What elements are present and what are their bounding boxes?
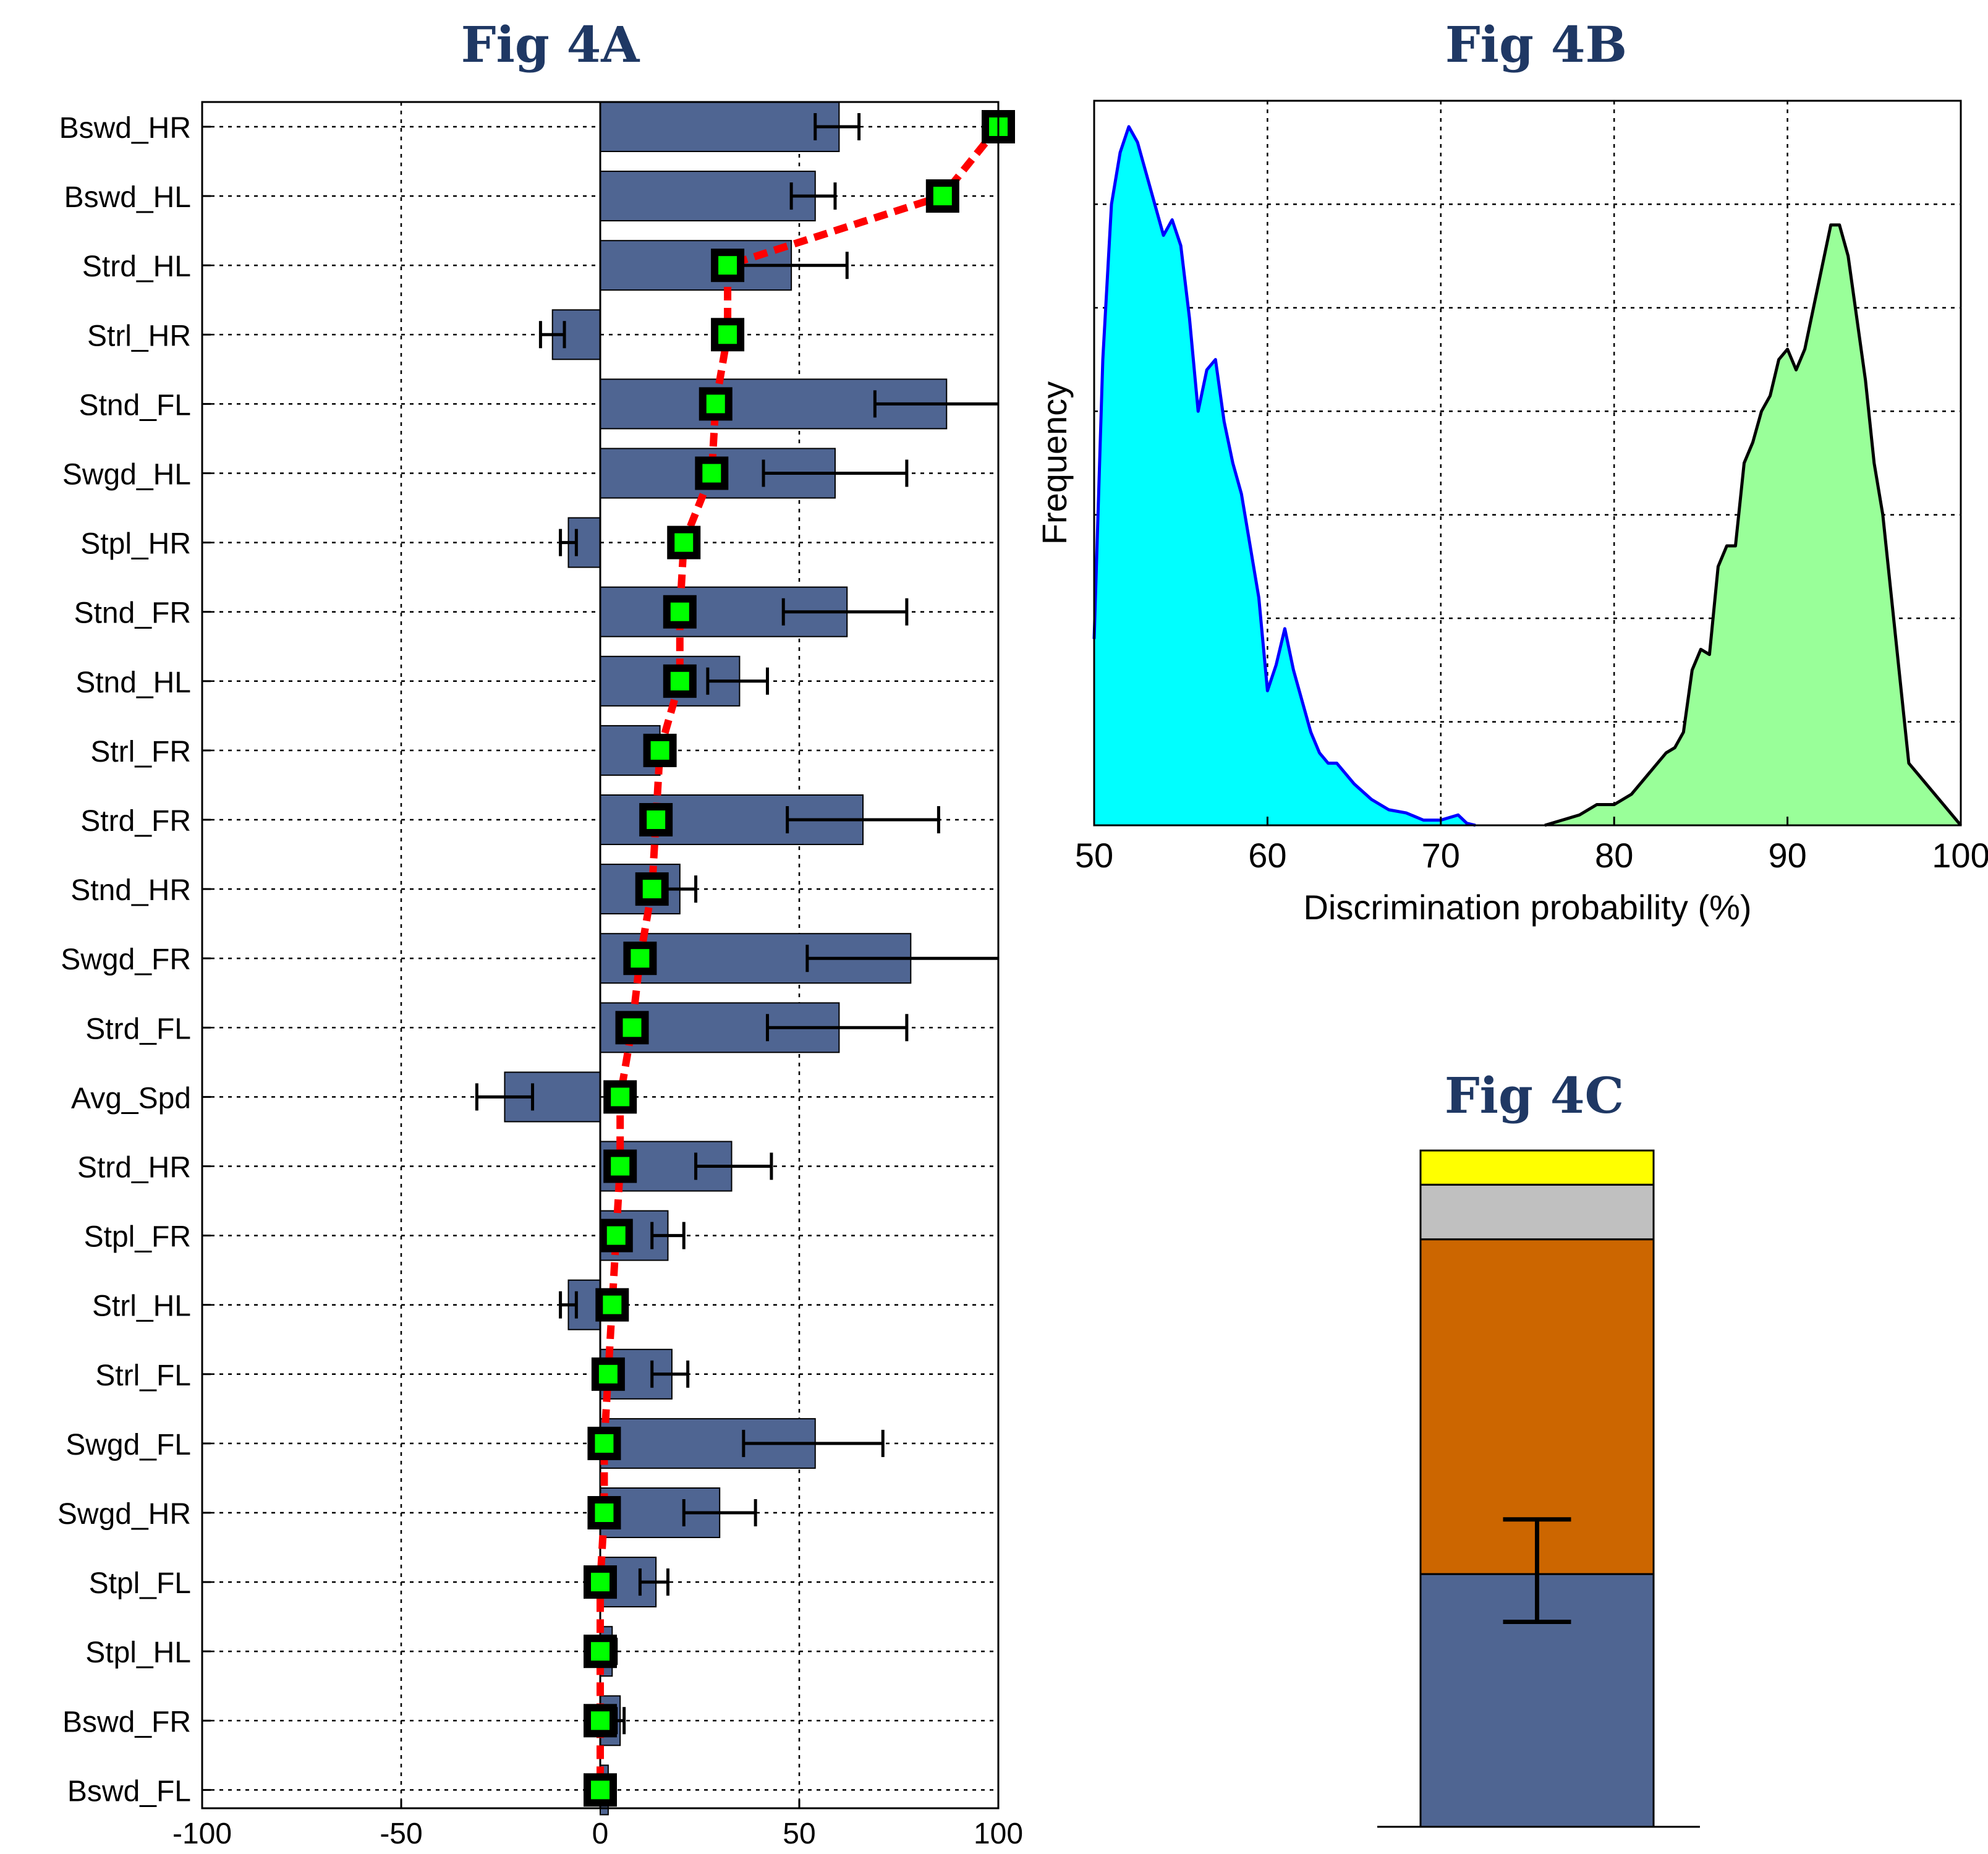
y-tick-label: Stpl_HR	[80, 528, 191, 561]
y-tick-label: Swgd_HR	[57, 1498, 191, 1531]
x-tick-label: 100	[1932, 836, 1988, 875]
y-tick-label: Stpl_FL	[89, 1567, 191, 1600]
y-tick-label: Stnd_FL	[79, 389, 191, 422]
y-tick-label: Swgd_HL	[62, 459, 191, 491]
square-marker	[667, 525, 701, 559]
x-axis-label: Discrimination probability (%)	[1303, 888, 1751, 927]
y-tick-label: Swgd_FR	[61, 943, 191, 976]
y-tick-label: Strd_FR	[80, 805, 191, 838]
fig-4a-title: Fig 4A	[461, 15, 640, 74]
y-tick-label: Bswd_FR	[62, 1706, 191, 1738]
square-marker	[663, 595, 697, 629]
y-axis-label: Frequency	[1035, 381, 1074, 545]
fig-4c-title: Fig 4C	[1445, 1066, 1624, 1125]
square-marker	[925, 179, 959, 213]
y-tick-label: Stpl_HL	[85, 1636, 191, 1669]
y-tick-label: Strl_FR	[90, 736, 191, 768]
y-tick-label: Strd_HR	[77, 1152, 191, 1184]
square-marker	[699, 387, 733, 421]
green-area-edge	[1544, 223, 1962, 827]
y-tick-label: Stnd_FR	[74, 597, 191, 630]
x-tick-label: -100	[172, 1818, 232, 1850]
square-marker	[587, 1496, 621, 1529]
fig-4b-chart: 50 60 70 80 90 100 Discrimination probability …	[1035, 100, 1988, 927]
x-tick-label: 90	[1768, 836, 1806, 875]
square-marker	[639, 803, 673, 836]
bar	[600, 101, 840, 152]
square-marker	[584, 1635, 617, 1669]
square-marker	[623, 942, 657, 976]
y-tick-label: Bswd_HR	[59, 112, 191, 145]
bar	[600, 378, 948, 430]
square-marker	[695, 456, 729, 490]
square-marker	[595, 1288, 629, 1322]
x-tick-label: -50	[380, 1818, 422, 1850]
square-marker	[603, 1149, 637, 1183]
square-marker	[584, 1704, 617, 1738]
square-marker	[603, 1080, 637, 1114]
cyan-area	[1094, 126, 1476, 825]
y-tick-label: Strd_FL	[85, 1013, 191, 1045]
green-area	[1545, 224, 1961, 825]
x-tick-label: 100	[974, 1818, 1023, 1850]
y-tick-label: Bswd_FL	[67, 1775, 191, 1808]
y-tick-label: Strl_HR	[87, 320, 191, 352]
square-marker	[587, 1426, 621, 1460]
x-tick-label: 80	[1595, 836, 1633, 875]
fig-4b-title: Fig 4B	[1445, 15, 1627, 74]
stack-segment-gray	[1419, 1183, 1655, 1241]
square-marker	[711, 318, 745, 352]
y-tick-label: Swgd_FL	[66, 1429, 191, 1461]
x-tick-label: 50	[1075, 836, 1113, 875]
fig-4a-chart: Bswd_HR Bswd_HL Strd_HL Strl_HR Stnd_FL Swgd_…	[57, 101, 1023, 1850]
y-tick-label: Strl_FL	[95, 1359, 191, 1392]
square-marker	[643, 733, 677, 767]
y-tick-label: Strl_HL	[92, 1290, 191, 1323]
y-tick-label: Strd_HL	[82, 250, 191, 283]
y-tick-label: Stnd_HR	[70, 874, 191, 907]
square-marker	[591, 1357, 625, 1391]
square-marker	[635, 872, 669, 906]
square-marker	[615, 1011, 649, 1045]
square-marker	[663, 664, 697, 698]
square-marker	[599, 1218, 633, 1252]
plot-frame	[1093, 100, 1962, 827]
y-tick-label: Stpl_FR	[84, 1221, 191, 1254]
x-tick-label: 70	[1422, 836, 1460, 875]
square-marker	[584, 1565, 617, 1599]
y-tick-label: Avg_Spd	[71, 1082, 191, 1115]
x-tick-label: 60	[1248, 836, 1286, 875]
y-tick-label: Stnd_HL	[75, 666, 191, 699]
cyan-area-edge	[1092, 125, 1476, 827]
stack-segment-yellow	[1419, 1149, 1655, 1186]
bar	[600, 171, 816, 222]
square-marker	[584, 1773, 617, 1807]
x-tick-label: 0	[592, 1818, 609, 1850]
x-tick-label: 50	[783, 1818, 815, 1850]
fig-4c-chart	[1377, 1149, 1700, 1828]
y-tick-label: Bswd_HL	[64, 181, 191, 214]
square-marker	[711, 249, 745, 283]
